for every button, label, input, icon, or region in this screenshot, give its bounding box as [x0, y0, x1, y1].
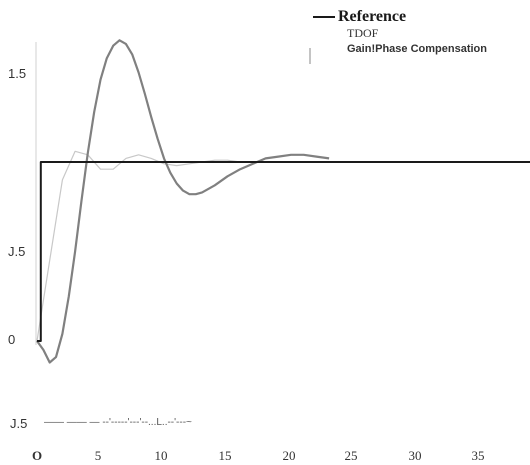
- y-tick-label: 0: [8, 332, 16, 347]
- y-tick-label: J.5: [8, 244, 26, 259]
- series-line-reference: [37, 161, 530, 342]
- x-tick-label: 30: [408, 448, 422, 463]
- legend-label-gain-phase: Gain!Phase Compensation: [347, 43, 487, 55]
- x-tick-label: 5: [94, 448, 102, 463]
- legend: Reference TDOF Gain!Phase Compensation: [313, 8, 487, 55]
- x-tick-label: O: [31, 448, 43, 463]
- legend-item-reference: Reference: [313, 8, 487, 26]
- x-tick-label: 25: [344, 448, 358, 463]
- bottom-y-label: J.5: [10, 416, 28, 431]
- x-tick-label: 20: [282, 448, 296, 463]
- y-tick-label: 1.5: [8, 66, 27, 81]
- legend-label-reference: Reference: [338, 8, 407, 25]
- x-tick-label: 10: [154, 448, 168, 463]
- series-line-tdof: [36, 150, 330, 342]
- series-line-gain-phase-compensation: [36, 39, 330, 364]
- legend-label-tdof: TDOF: [347, 26, 379, 40]
- series-layer: [36, 39, 530, 364]
- x-tick-label: 15: [218, 448, 232, 463]
- legend-line-reference: [313, 16, 335, 18]
- bottom-artifact-trace: —— —— — --'-----'---'--...L..--'---~: [44, 417, 192, 428]
- x-tick-label: 35: [471, 448, 485, 463]
